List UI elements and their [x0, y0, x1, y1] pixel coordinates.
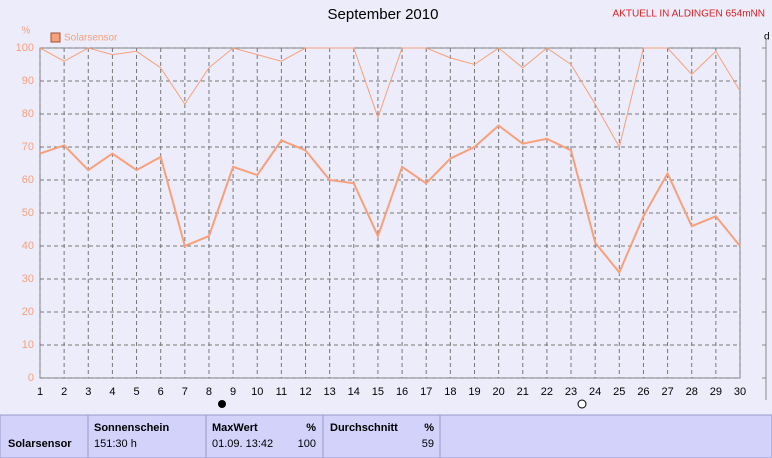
data-line: [39, 47, 741, 149]
x-tick-label: 29: [710, 386, 722, 398]
x-tick-label: 11: [276, 386, 287, 398]
col-unit: %: [424, 422, 434, 434]
table-bg: [0, 414, 772, 458]
x-tick-label: 19: [468, 386, 480, 398]
x-tick-label: 4: [109, 386, 115, 398]
col-unit: %: [306, 422, 316, 434]
x-tick-label: 23: [565, 386, 577, 398]
legend-label: Solarsensor: [64, 33, 118, 44]
x-tick-label: 26: [637, 386, 649, 398]
cell-date: 01.09. 13:42: [212, 438, 273, 450]
x-tick-label: 25: [613, 386, 625, 398]
legend-swatch: [50, 32, 61, 43]
cell-value: 59: [422, 438, 434, 450]
x-tick-label: 28: [686, 386, 698, 398]
y-tick-label: 10: [22, 339, 34, 351]
right-axis-fragment: d: [764, 32, 770, 43]
y-tick-label: 40: [22, 240, 34, 252]
x-tick-label: 6: [158, 386, 164, 398]
col-header: Sonnenschein: [94, 422, 169, 434]
x-tick-label: 9: [230, 386, 236, 398]
y-tick-label: 100: [16, 42, 34, 54]
x-tick-label: 10: [251, 386, 263, 398]
full-moon-icon: [577, 399, 587, 409]
y-tick-label: 20: [22, 306, 34, 318]
x-tick-label: 5: [133, 386, 139, 398]
y-tick-label: 90: [22, 75, 34, 87]
x-tick-label: 16: [396, 386, 408, 398]
x-tick-label: 27: [661, 386, 673, 398]
y-tick-label: 0: [28, 372, 34, 384]
y-axis-label: %: [22, 26, 31, 37]
x-tick-label: 18: [444, 386, 456, 398]
cell-value: 151:30 h: [94, 438, 137, 450]
x-tick-label: 13: [324, 386, 336, 398]
data-line: [39, 124, 741, 275]
y-tick-label: 50: [22, 207, 34, 219]
x-tick-label: 30: [734, 386, 746, 398]
row-label: Solarsensor: [8, 438, 72, 450]
x-tick-label: 7: [182, 386, 188, 398]
x-tick-label: 15: [372, 386, 384, 398]
annotation: AKTUELL IN ALDINGEN 654mNN: [613, 9, 765, 20]
x-tick-label: 22: [541, 386, 553, 398]
y-tick-label: 60: [22, 174, 34, 186]
x-tick-label: 2: [61, 386, 67, 398]
stats-table: Solarsensor Sonnenschein 151:30 h MaxWer…: [0, 414, 772, 458]
x-tick-label: 3: [85, 386, 91, 398]
x-tick-label: 24: [589, 386, 601, 398]
chart-title: September 2010: [328, 6, 439, 23]
x-tick-label: 20: [492, 386, 504, 398]
y-tick-label: 30: [22, 273, 34, 285]
y-tick-label: 70: [22, 141, 34, 153]
col-header: MaxWert: [212, 422, 258, 434]
x-tick-label: 14: [348, 386, 360, 398]
x-tick-label: 8: [206, 386, 212, 398]
cell-value: 100: [298, 438, 316, 450]
x-tick-label: 1: [37, 386, 43, 398]
new-moon-icon: [218, 400, 226, 408]
x-tick-label: 17: [420, 386, 432, 398]
col-header: Durchschnitt: [330, 422, 398, 434]
y-tick-label: 80: [22, 108, 34, 120]
x-tick-label: 21: [517, 386, 529, 398]
x-tick-label: 12: [299, 386, 311, 398]
